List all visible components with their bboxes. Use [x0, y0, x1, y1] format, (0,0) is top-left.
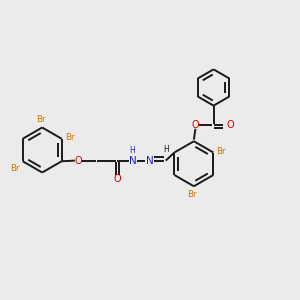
Text: Br: Br	[217, 147, 226, 156]
Text: N: N	[129, 156, 137, 166]
Text: N: N	[146, 156, 153, 166]
Text: O: O	[74, 156, 82, 166]
Text: O: O	[114, 174, 122, 184]
Text: O: O	[192, 120, 199, 130]
Text: Br: Br	[65, 133, 74, 142]
Text: Br: Br	[36, 116, 45, 124]
Text: O: O	[227, 120, 235, 130]
Text: H: H	[163, 146, 169, 154]
Text: Br: Br	[188, 190, 197, 199]
Text: Br: Br	[10, 164, 20, 173]
Text: H: H	[129, 146, 135, 155]
